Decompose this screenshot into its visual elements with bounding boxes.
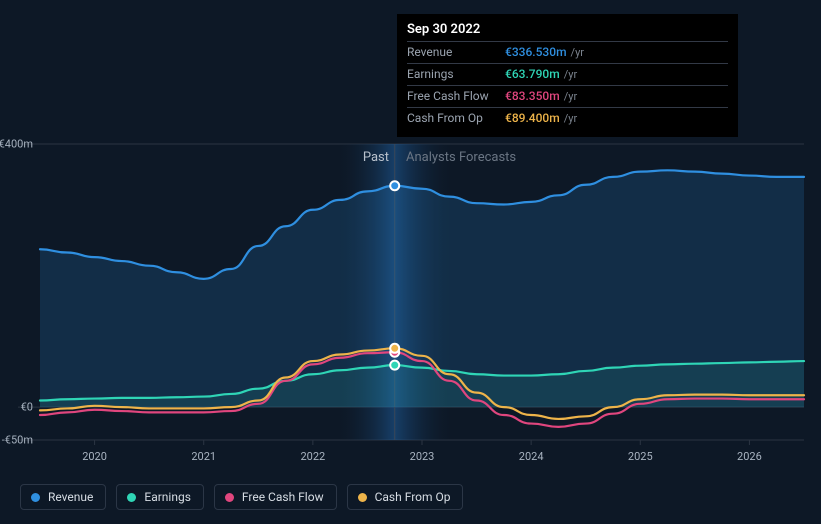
tooltip-row-unit: /yr [564, 111, 577, 127]
tooltip-row-label: Earnings [407, 66, 505, 82]
legend-label: Cash From Op [375, 490, 451, 504]
x-tick-label: 2020 [82, 450, 107, 463]
tooltip-row-value: €63.790m [505, 66, 560, 82]
legend-item-earnings[interactable]: Earnings [116, 484, 204, 510]
legend-swatch [225, 493, 234, 502]
tooltip-row-earnings: Earnings€63.790m/yr [407, 63, 728, 85]
tooltip-row-unit: /yr [571, 45, 584, 61]
tooltip-row-label: Cash From Op [407, 110, 505, 126]
legend-swatch [31, 493, 40, 502]
legend-label: Earnings [144, 490, 191, 504]
tooltip-row-label: Free Cash Flow [407, 88, 505, 104]
legend-label: Free Cash Flow [242, 490, 324, 504]
forecast-section-label: Analysts Forecasts [406, 150, 516, 165]
y-tick-label: -€50m [2, 434, 33, 447]
y-tick-label: €0 [21, 401, 33, 414]
tooltip-date: Sep 30 2022 [407, 20, 728, 41]
tooltip-row-cfo: Cash From Op€89.400m/yr [407, 107, 728, 129]
past-section-label: Past [363, 150, 389, 165]
x-tick-label: 2022 [300, 450, 325, 463]
hover-marker-cfo [390, 344, 399, 353]
hover-marker-revenue [390, 181, 399, 190]
tooltip-row-value: €83.350m [505, 88, 560, 104]
x-tick-label: 2024 [519, 450, 544, 463]
legend-item-fcf[interactable]: Free Cash Flow [214, 484, 337, 510]
legend-swatch [127, 493, 136, 502]
tooltip-row-unit: /yr [564, 67, 577, 83]
legend-item-cfo[interactable]: Cash From Op [347, 484, 464, 510]
tooltip-row-value: €336.530m [505, 44, 567, 60]
legend-label: Revenue [48, 490, 93, 504]
tooltip-row-label: Revenue [407, 44, 505, 60]
tooltip-row-fcf: Free Cash Flow€83.350m/yr [407, 85, 728, 107]
x-tick-label: 2023 [410, 450, 435, 463]
y-tick-label: €400m [0, 138, 33, 151]
chart-tooltip: Sep 30 2022 Revenue€336.530m/yrEarnings€… [397, 14, 738, 137]
chart-legend: Revenue Earnings Free Cash Flow Cash From O… [20, 484, 463, 510]
legend-swatch [358, 493, 367, 502]
financials-chart: €400m €0 -€50m 2020 2021 2022 2023 2024 2025 202… [0, 0, 821, 524]
x-tick-label: 2021 [191, 450, 216, 463]
x-tick-label: 2026 [737, 450, 762, 463]
tooltip-row-revenue: Revenue€336.530m/yr [407, 41, 728, 63]
legend-item-revenue[interactable]: Revenue [20, 484, 106, 510]
hover-marker-earnings [390, 361, 399, 370]
x-tick-label: 2025 [628, 450, 653, 463]
tooltip-row-value: €89.400m [505, 110, 560, 126]
tooltip-row-unit: /yr [564, 89, 577, 105]
